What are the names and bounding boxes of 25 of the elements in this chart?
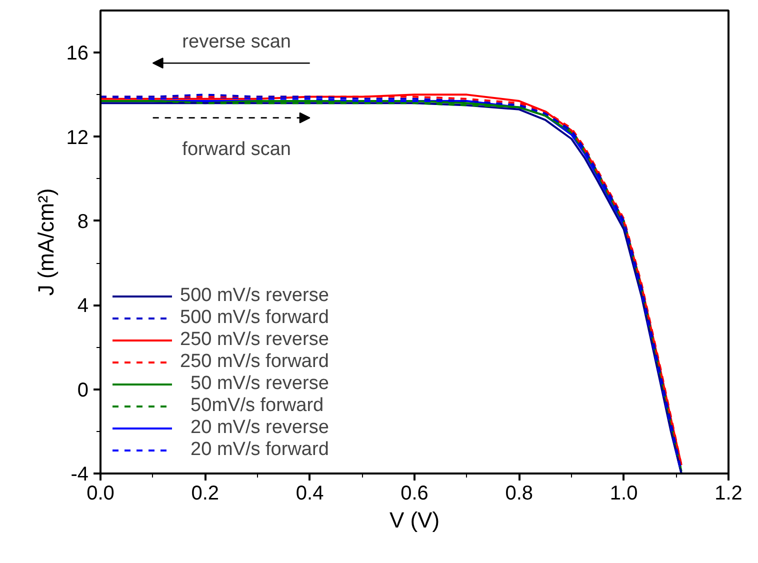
legend-label: 250 mV/s reverse: [180, 329, 329, 351]
y-tick-label: 0: [77, 379, 88, 402]
legend-label: 50mV/s forward: [190, 395, 324, 417]
legend-label: 500 mV/s forward: [180, 307, 329, 329]
legend-label: 20 mV/s reverse: [190, 417, 329, 439]
y-tick-label: -4: [70, 464, 89, 486]
x-tick-label: 0.8: [505, 482, 534, 504]
y-tick-label: 4: [77, 295, 88, 318]
x-axis-title: V (V): [389, 508, 440, 532]
y-tick-label: 12: [66, 126, 89, 149]
legend-label: 20 mV/s forward: [190, 439, 329, 461]
x-tick-label: 0.6: [400, 482, 428, 504]
x-tick-label: 1.0: [610, 482, 638, 504]
x-tick-label: 1.2: [714, 482, 742, 504]
y-axis-title: J (mA/cm²): [33, 188, 58, 296]
y-tick-label: 8: [77, 210, 88, 233]
x-tick-label: 0.0: [86, 482, 114, 504]
annotation: reverse scan: [182, 32, 291, 53]
legend-label: 50 mV/s reverse: [190, 373, 329, 395]
legend-label: 500 mV/s reverse: [180, 285, 329, 307]
legend-label: 250 mV/s forward: [180, 351, 329, 373]
y-tick-label: 16: [66, 42, 89, 65]
x-tick-label: 0.4: [296, 482, 324, 504]
x-tick-label: 0.2: [191, 482, 220, 504]
annotation: forward scan: [182, 138, 291, 160]
